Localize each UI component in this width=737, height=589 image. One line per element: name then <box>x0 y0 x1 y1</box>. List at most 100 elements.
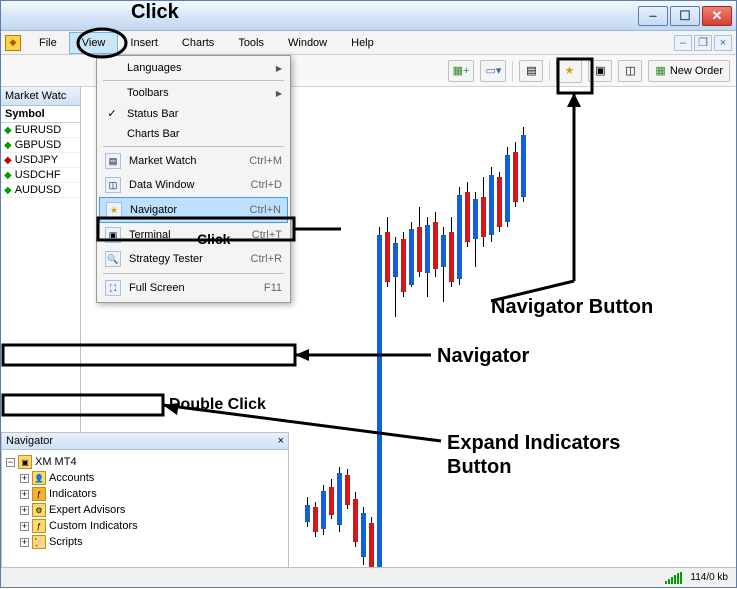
expand-icon[interactable]: + <box>20 490 29 499</box>
menu-toolbars[interactable]: Toolbars <box>99 83 288 103</box>
terminal-icon: ▣ <box>105 227 121 243</box>
profiles-icon: ▭▾ <box>485 64 501 77</box>
connection-bars-icon <box>665 572 682 584</box>
menu-separator <box>103 273 284 274</box>
menu-charts-bar[interactable]: Charts Bar <box>99 124 288 144</box>
menu-strategy-tester[interactable]: 🔍Strategy TesterCtrl+R <box>99 247 288 271</box>
app-window: ‒ ☐ ✕ ◆ File View Insert Charts Tools Wi… <box>0 0 737 588</box>
toolbar-terminal-button[interactable]: ▣ <box>588 60 612 82</box>
menubar: ◆ File View Insert Charts Tools Window H… <box>1 31 736 55</box>
status-kb: 114/0 kb <box>690 572 728 583</box>
navigator-icon: ★ <box>106 202 122 218</box>
mdi-restore-button[interactable]: ❐ <box>694 35 712 51</box>
menu-market-watch[interactable]: ▤Market WatchCtrl+M <box>99 149 288 173</box>
menu-terminal[interactable]: ▣TerminalCtrl+T <box>99 223 288 247</box>
collapse-icon[interactable]: − <box>6 458 15 467</box>
market-watch-title: Market Watc <box>1 87 80 106</box>
navigator-titlebar[interactable]: Navigator × <box>2 433 288 450</box>
window-minimize-button[interactable]: ‒ <box>638 6 668 26</box>
market-watch-row[interactable]: ◆EURUSD <box>1 123 80 138</box>
down-arrow-icon: ◆ <box>4 155 12 166</box>
menu-tools[interactable]: Tools <box>226 33 276 53</box>
menu-item-label: Data Window <box>129 179 243 191</box>
tree-label: Expert Advisors <box>49 504 125 516</box>
candle <box>353 492 358 547</box>
up-arrow-icon: ◆ <box>4 185 12 196</box>
expand-icon[interactable]: + <box>20 522 29 531</box>
shortcut-label: F11 <box>264 282 282 294</box>
toolbar-navigator-button[interactable]: ★ <box>556 59 582 83</box>
menu-languages[interactable]: Languages <box>99 58 288 78</box>
expand-icon[interactable]: + <box>20 474 29 483</box>
symbol-label: AUDUSD <box>15 184 61 196</box>
candle <box>385 217 390 287</box>
up-arrow-icon: ◆ <box>4 140 12 151</box>
menu-charts[interactable]: Charts <box>170 33 226 53</box>
candle <box>521 127 526 202</box>
tree-accounts[interactable]: +👤Accounts <box>4 470 286 486</box>
menu-item-label: Strategy Tester <box>129 253 243 265</box>
navigator-tree: −▣XM MT4 +👤Accounts +ƒIndicators +⚙Exper… <box>2 450 288 567</box>
candle <box>417 207 422 277</box>
market-watch-row[interactable]: ◆USDJPY <box>1 153 80 168</box>
titlebar: ‒ ☐ ✕ <box>1 1 736 31</box>
candle <box>449 217 454 287</box>
menu-help[interactable]: Help <box>339 33 386 53</box>
market-watch-row[interactable]: ◆USDCHF <box>1 168 80 183</box>
menu-item-label: Status Bar <box>127 108 282 120</box>
menu-view[interactable]: View <box>69 32 119 54</box>
menu-insert[interactable]: Insert <box>118 33 170 53</box>
menu-separator <box>103 80 284 81</box>
tree-label: Accounts <box>49 472 94 484</box>
market-watch-row[interactable]: ◆GBPUSD <box>1 138 80 153</box>
menu-item-label: Languages <box>127 62 264 74</box>
expand-icon[interactable]: + <box>20 506 29 515</box>
menu-data-window[interactable]: ◫Data WindowCtrl+D <box>99 173 288 197</box>
toolbar-new-chart-button[interactable]: ▦+ <box>448 60 475 82</box>
menu-item-label: Navigator <box>130 204 242 216</box>
new-order-icon: ▦ <box>655 64 665 77</box>
toolbar-separator <box>512 61 513 81</box>
tree-root[interactable]: −▣XM MT4 <box>4 454 286 470</box>
expand-icon[interactable]: + <box>20 538 29 547</box>
mdi-minimize-button[interactable]: ‒ <box>674 35 692 51</box>
candle <box>377 227 382 567</box>
up-arrow-icon: ◆ <box>4 170 12 181</box>
toolbar-market-watch-button[interactable]: ▤ <box>519 60 543 82</box>
tree-label: Indicators <box>49 488 97 500</box>
symbol-label: USDJPY <box>15 154 58 166</box>
candle <box>513 142 518 207</box>
candle <box>473 192 478 267</box>
menu-status-bar[interactable]: ✓Status Bar <box>99 103 288 124</box>
tree-expert-advisors[interactable]: +⚙Expert Advisors <box>4 502 286 518</box>
candle <box>321 485 326 535</box>
candle <box>465 182 470 247</box>
new-order-label: New Order <box>670 65 723 77</box>
tester-icon: ◫ <box>625 64 635 77</box>
custom-ind-icon: ƒ <box>32 519 46 533</box>
navigator-close-button[interactable]: × <box>278 435 284 447</box>
scripts-icon: 📜 <box>32 535 46 549</box>
toolbar-profiles-button[interactable]: ▭▾ <box>480 60 506 82</box>
menu-item-label: Market Watch <box>129 155 241 167</box>
fullscreen-icon: ⛶ <box>105 280 121 296</box>
symbol-label: USDCHF <box>15 169 61 181</box>
tree-scripts[interactable]: +📜Scripts <box>4 534 286 550</box>
tree-indicators[interactable]: +ƒIndicators <box>4 486 286 502</box>
toolbar-tester-button[interactable]: ◫ <box>618 60 642 82</box>
market-watch-row[interactable]: ◆AUDUSD <box>1 183 80 198</box>
candle <box>457 187 462 285</box>
menu-file[interactable]: File <box>27 33 69 53</box>
data-window-icon: ◫ <box>105 177 121 193</box>
window-close-button[interactable]: ✕ <box>702 6 732 26</box>
mdi-close-button[interactable]: × <box>714 35 732 51</box>
tree-custom-indicators[interactable]: +ƒCustom Indicators <box>4 518 286 534</box>
app-icon: ◆ <box>5 35 21 51</box>
toolbar-new-order-button[interactable]: ▦ New Order <box>648 60 730 82</box>
menu-window[interactable]: Window <box>276 33 339 53</box>
tree-label: XM MT4 <box>35 456 77 468</box>
menu-full-screen[interactable]: ⛶Full ScreenF11 <box>99 276 288 300</box>
plus-icon: ▦+ <box>453 64 470 77</box>
menu-navigator[interactable]: ★NavigatorCtrl+N <box>99 197 288 223</box>
window-maximize-button[interactable]: ☐ <box>670 6 700 26</box>
